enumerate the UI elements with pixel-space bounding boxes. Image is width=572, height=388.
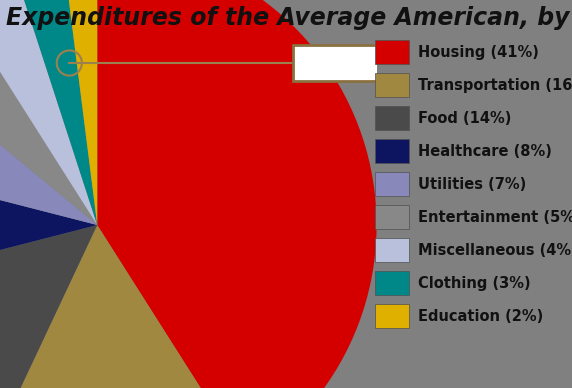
Wedge shape [0,225,247,388]
Text: Housing (41%): Housing (41%) [418,45,538,60]
Text: Entertainment (5%): Entertainment (5%) [418,210,572,225]
Wedge shape [11,0,97,225]
Text: Utilities (7%): Utilities (7%) [418,177,526,192]
FancyBboxPatch shape [293,45,399,81]
Wedge shape [0,47,97,225]
Wedge shape [97,0,376,388]
Wedge shape [62,0,97,225]
Text: Expenditures of the Average American, by Type: Expenditures of the Average American, by… [6,6,572,30]
Text: Food (14%): Food (14%) [418,111,511,126]
Text: Transportation (16%): Transportation (16%) [418,78,572,93]
Wedge shape [0,225,97,388]
Text: Miscellaneous (4%): Miscellaneous (4%) [418,243,572,258]
Text: Healthcare (8%): Healthcare (8%) [418,144,551,159]
Wedge shape [0,0,97,225]
Wedge shape [0,156,97,294]
Text: Education (2%): Education (2%) [418,309,543,324]
Wedge shape [0,0,97,225]
Text: Clothing (3%): Clothing (3%) [418,276,530,291]
